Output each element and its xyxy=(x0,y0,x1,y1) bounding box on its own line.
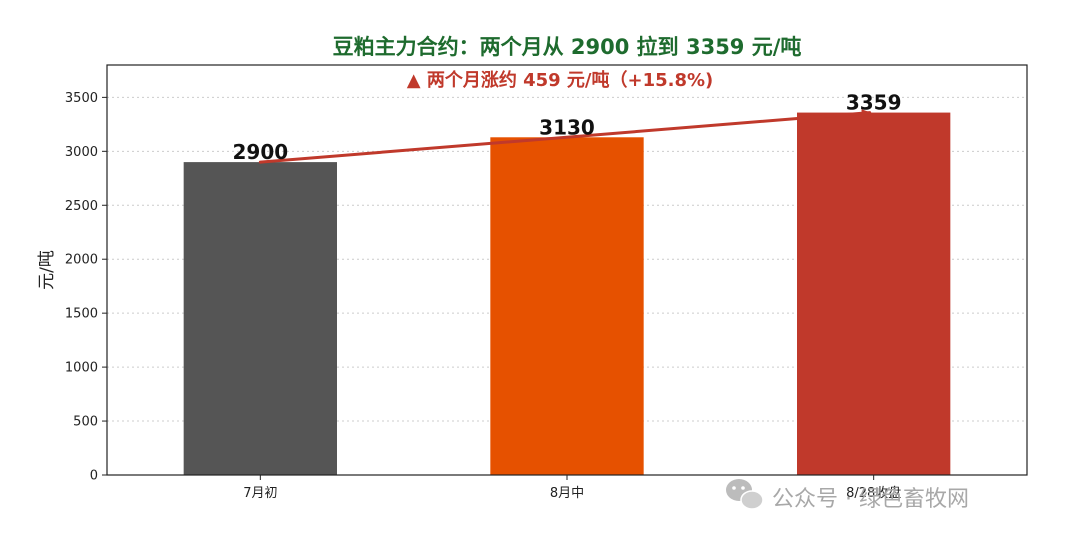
bar xyxy=(797,112,951,476)
chart-subtitle: ▲ 两个月涨约 459 元/吨（+15.8%) xyxy=(407,69,714,91)
y-tick-label: 2000 xyxy=(65,253,98,268)
y-tick-label: 2500 xyxy=(65,199,98,214)
x-tick-label: 8/28收盘 xyxy=(846,485,901,501)
bar xyxy=(490,137,644,475)
data-label: 3130 xyxy=(539,115,595,139)
y-tick-label: 0 xyxy=(90,469,98,484)
bar xyxy=(183,162,337,475)
x-tick-label: 8月中 xyxy=(550,486,584,501)
y-axis: 0 500 1000 1500 2000 2500 3000 3500 xyxy=(65,91,107,484)
trend-line-group xyxy=(258,109,872,164)
bars xyxy=(183,112,951,476)
chart-title: 豆粕主力合约：两个月从 2900 拉到 3359 元/吨 xyxy=(333,35,802,59)
y-tick-label: 1500 xyxy=(65,307,98,322)
trend-line xyxy=(258,109,872,164)
y-tick-label: 3500 xyxy=(65,91,98,106)
watermark: 公众号 · 绿色畜牧网 xyxy=(726,479,969,512)
data-label: 2900 xyxy=(232,140,288,164)
y-tick-label: 500 xyxy=(73,415,98,430)
x-axis: 7月初 8月中 8/28收盘 xyxy=(243,475,901,501)
wechat-icon xyxy=(726,479,764,510)
y-tick-label: 1000 xyxy=(65,361,98,376)
watermark-text: 公众号 · 绿色畜牧网 xyxy=(772,487,969,512)
data-label: 3359 xyxy=(846,91,902,115)
data-labels: 2900 3130 3359 xyxy=(232,91,901,165)
y-tick-label: 3000 xyxy=(65,145,98,160)
x-tick-label: 7月初 xyxy=(243,486,277,501)
y-axis-label: 元/吨 xyxy=(37,250,57,290)
